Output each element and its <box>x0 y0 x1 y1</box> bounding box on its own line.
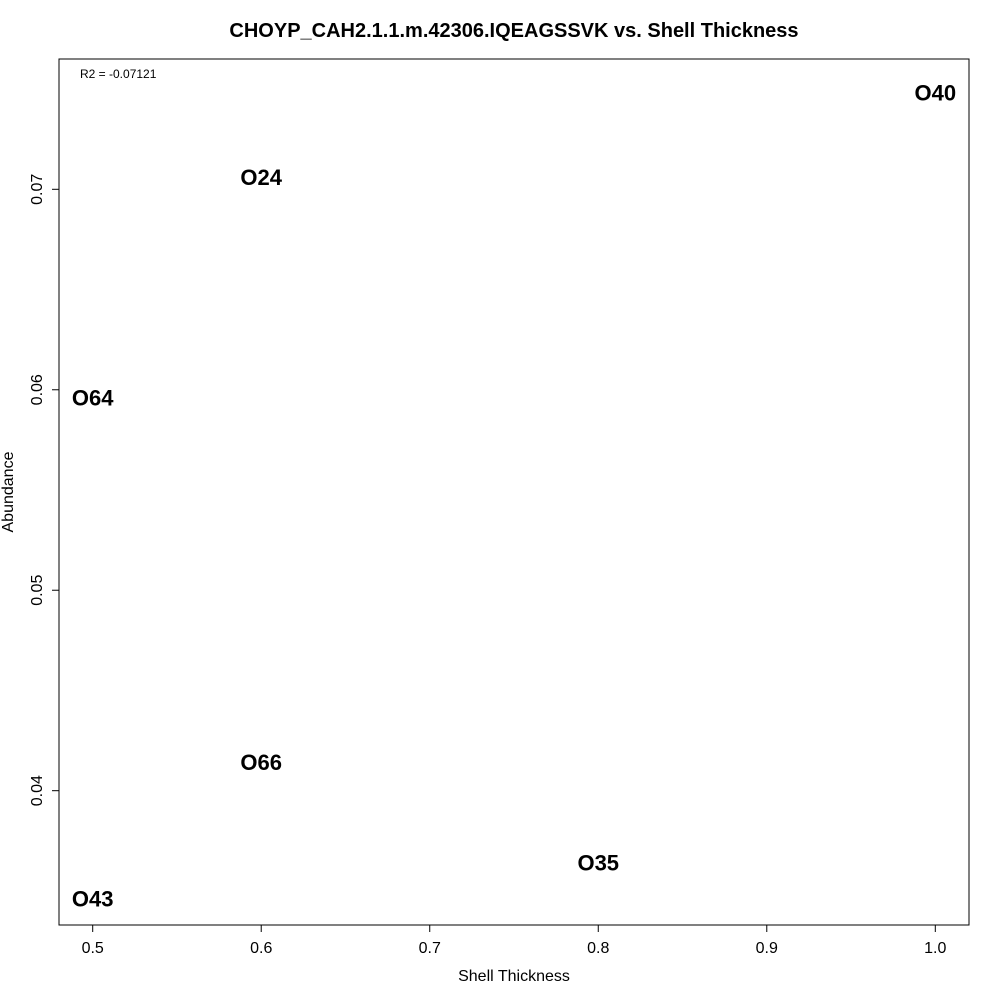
point-label-o43: O43 <box>72 886 114 911</box>
point-label-o35: O35 <box>577 850 619 875</box>
x-axis: 0.5 0.6 0.7 0.8 0.9 1.0 <box>82 924 947 957</box>
y-tick-label: 0.06 <box>29 374 46 405</box>
plot-area <box>58 58 970 926</box>
r2-annotation: R2 = -0.07121 <box>80 67 157 81</box>
x-tick-label: 0.7 <box>419 940 441 957</box>
x-tick-label: 0.6 <box>250 940 272 957</box>
data-points: O40 O24 O64 O66 O35 O43 <box>72 81 956 912</box>
y-axis-label: Abundance <box>0 451 17 532</box>
y-tick-label: 0.05 <box>29 575 46 606</box>
y-tick-label: 0.07 <box>29 174 46 205</box>
y-tick-label: 0.04 <box>29 775 46 806</box>
point-label-o40: O40 <box>914 81 956 106</box>
x-tick-label: 0.9 <box>756 940 778 957</box>
x-tick-label: 0.8 <box>587 940 609 957</box>
point-label-o24: O24 <box>240 165 282 190</box>
point-label-o66: O66 <box>240 750 282 775</box>
chart-title: CHOYP_CAH2.1.1.m.42306.IQEAGSSVK vs. She… <box>229 20 798 42</box>
point-label-o64: O64 <box>72 385 114 410</box>
y-axis: 0.04 0.05 0.06 0.07 <box>29 174 60 806</box>
x-tick-label: 0.5 <box>82 940 104 957</box>
x-tick-label: 1.0 <box>924 940 946 957</box>
x-axis-label: Shell Thickness <box>458 968 570 985</box>
